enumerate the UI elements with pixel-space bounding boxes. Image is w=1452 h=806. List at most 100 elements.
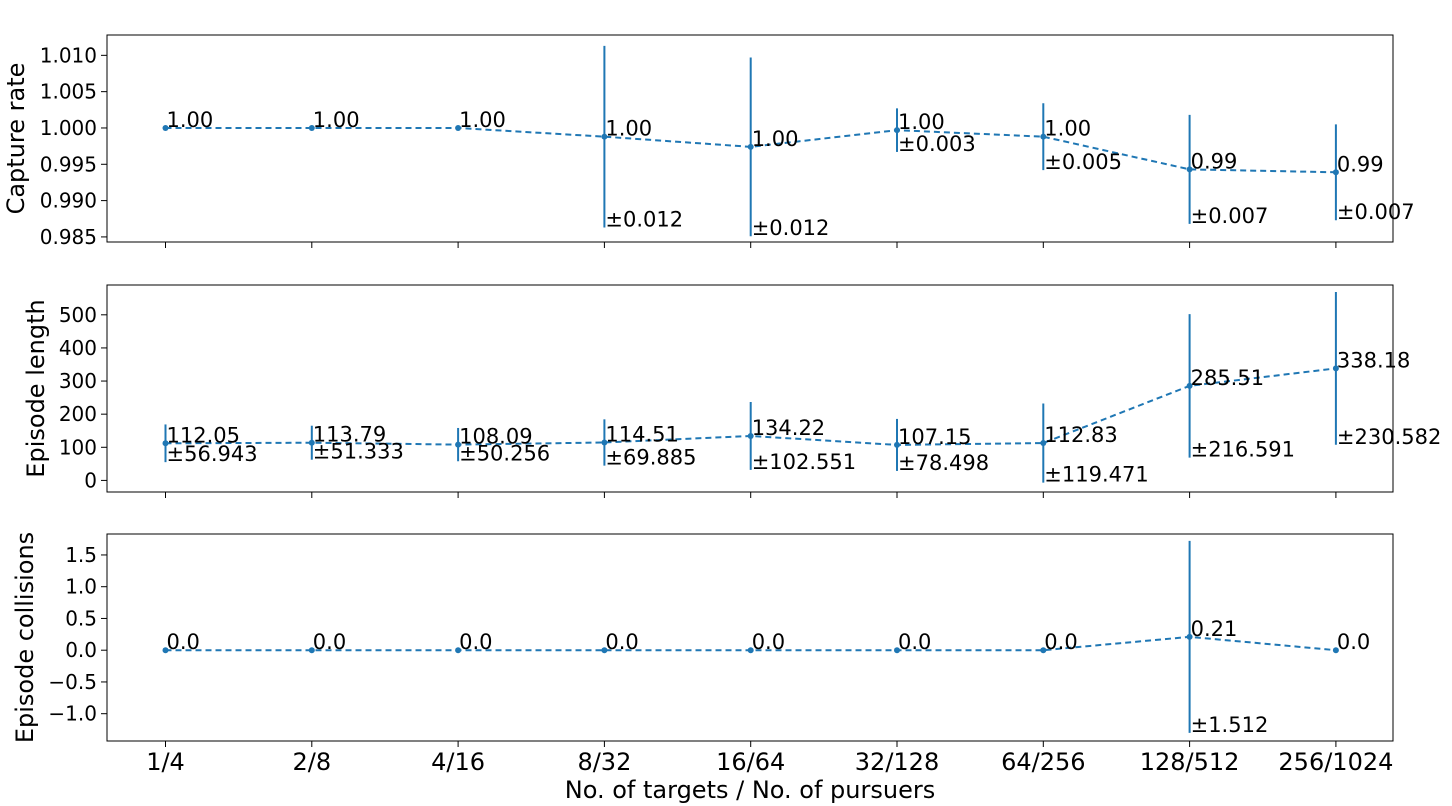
data-point <box>747 647 754 654</box>
data-point <box>308 647 315 654</box>
error-label: ±78.498 <box>898 451 989 475</box>
value-label: 0.0 <box>1044 630 1077 654</box>
x-tick-label: 8/32 <box>577 748 631 776</box>
x-tick-label: 64/256 <box>1001 748 1085 776</box>
value-label: 0.0 <box>459 630 492 654</box>
value-label: 1.00 <box>459 108 506 132</box>
y-tick-label: 400 <box>59 336 97 360</box>
data-point <box>747 432 754 439</box>
error-label: ±69.885 <box>605 446 696 470</box>
value-label: 0.0 <box>167 630 200 654</box>
data-point <box>1040 440 1047 447</box>
data-point <box>1040 133 1047 140</box>
data-point <box>894 127 900 134</box>
data-point <box>601 439 608 446</box>
y-tick-label: 0.985 <box>40 225 97 249</box>
value-label: 0.0 <box>1337 630 1370 654</box>
value-label: 107.15 <box>898 425 971 449</box>
value-label: 1.00 <box>1044 117 1091 141</box>
data-point <box>1332 169 1339 176</box>
error-label: ±0.012 <box>752 216 830 240</box>
data-point <box>455 124 462 131</box>
data-point <box>601 133 608 140</box>
y-tick-label: 1.005 <box>40 80 97 104</box>
data-point <box>894 441 900 448</box>
value-label: 0.99 <box>1337 152 1384 176</box>
value-label: 0.0 <box>898 630 931 654</box>
data-point <box>1332 365 1339 372</box>
y-tick-label: 0.5 <box>65 606 97 630</box>
data-point <box>1332 647 1339 654</box>
value-label: 1.00 <box>167 108 214 132</box>
y-tick-label: −1.0 <box>48 702 97 726</box>
y-tick-label: 100 <box>59 435 97 459</box>
plot-frame <box>106 284 1394 493</box>
error-label: ±230.582 <box>1337 425 1441 449</box>
y-tick-label: 1.010 <box>40 43 97 67</box>
value-label: 112.05 <box>167 423 240 447</box>
x-tick-label: 1/4 <box>146 748 185 776</box>
panel-2: 0 100 200 300 400 500 Episode length 112.05±56.… <box>22 284 1441 498</box>
y-tick-label: 0 <box>84 468 97 492</box>
y-tick-label: 0.995 <box>40 152 97 176</box>
y-tick-label: 1.5 <box>65 543 97 567</box>
data-point <box>1186 633 1193 640</box>
value-label: 338.18 <box>1337 348 1410 372</box>
data-point <box>455 647 462 654</box>
error-label: ±0.005 <box>1044 150 1122 174</box>
y-axis-label: Episode collisions <box>11 532 39 743</box>
error-label: ±51.333 <box>313 440 404 464</box>
x-tick-label: 2/8 <box>292 748 331 776</box>
data-point <box>1186 166 1193 173</box>
value-label: 108.09 <box>459 425 532 449</box>
error-label: ±1.512 <box>1191 713 1269 737</box>
y-tick-label: 200 <box>59 402 97 426</box>
y-tick-label: 0.0 <box>65 638 97 662</box>
value-label: 0.0 <box>752 630 785 654</box>
data-point <box>1186 382 1193 389</box>
x-axis-label: No. of targets / No. of pursuers <box>565 776 935 804</box>
value-label: 114.51 <box>605 422 678 446</box>
y-tick-label: 1.000 <box>40 116 97 140</box>
data-point <box>455 441 462 448</box>
value-label: 1.00 <box>898 110 945 134</box>
value-label: 113.79 <box>313 423 386 447</box>
value-label: 134.22 <box>752 416 825 440</box>
error-label: ±216.591 <box>1191 438 1295 462</box>
value-label: 112.83 <box>1044 423 1117 447</box>
error-label: ±102.551 <box>752 450 856 474</box>
data-point <box>162 440 169 447</box>
data-point <box>162 124 169 131</box>
panel-1: 0.985 0.990 0.995 1.000 1.005 1.010 Capture ra… <box>2 34 1415 249</box>
y-tick-label: 1.0 <box>65 575 97 599</box>
y-tick-label: 500 <box>59 303 97 327</box>
data-point <box>308 124 315 131</box>
error-label: ±0.012 <box>605 207 683 231</box>
value-label: 0.99 <box>1191 149 1238 173</box>
error-label: ±0.007 <box>1191 204 1269 228</box>
x-tick-label: 32/128 <box>855 748 939 776</box>
y-axis-label: Capture rate <box>2 63 30 215</box>
panel-3: −1.0 −0.5 0.0 0.5 1.0 1.5 Episode collisions 0.… <box>11 532 1394 776</box>
data-point <box>601 647 608 654</box>
data-point <box>747 143 754 150</box>
error-label: ±50.256 <box>459 441 550 465</box>
y-tick-label: 300 <box>59 369 97 393</box>
plot-frame <box>106 34 1394 243</box>
error-label: ±56.943 <box>167 442 258 466</box>
value-label: 285.51 <box>1191 366 1264 390</box>
x-tick-label: 16/64 <box>716 748 785 776</box>
y-tick-label: −0.5 <box>48 670 97 694</box>
value-label: 1.00 <box>752 127 799 151</box>
value-label: 0.0 <box>605 630 638 654</box>
data-point <box>894 647 900 654</box>
error-label: ±0.007 <box>1337 200 1415 224</box>
plot-frame <box>106 533 1394 742</box>
x-tick-label: 256/1024 <box>1278 748 1393 776</box>
value-label: 0.0 <box>313 630 346 654</box>
y-tick-label: 0.990 <box>40 189 97 213</box>
error-label: ±0.003 <box>898 132 976 156</box>
x-tick-label: 128/512 <box>1140 748 1240 776</box>
y-axis-label: Episode length <box>22 299 50 477</box>
